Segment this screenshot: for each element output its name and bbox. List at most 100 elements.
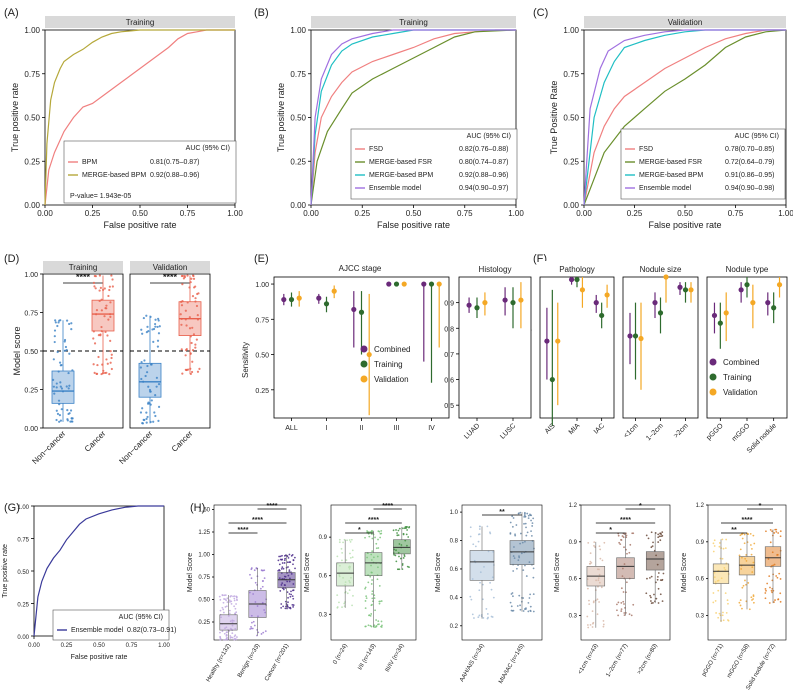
jitter-point	[249, 573, 251, 576]
legend-box	[350, 128, 518, 200]
jitter-point	[471, 613, 474, 616]
facet-strip	[311, 16, 516, 28]
jitter-point	[367, 581, 370, 584]
jitter-point	[94, 275, 97, 278]
legend-swatch	[360, 360, 368, 368]
jitter-point	[67, 371, 70, 375]
jitter-point	[470, 598, 473, 601]
jitter-point	[721, 557, 724, 560]
chart-title: AJCC stage	[339, 264, 382, 273]
jitter-point	[223, 594, 226, 597]
x-tick-label: Cancer	[83, 429, 108, 454]
jitter-point	[647, 537, 650, 540]
jitter-point	[290, 593, 293, 596]
jitter-point	[510, 605, 513, 608]
jitter-point	[661, 531, 664, 534]
jitter-point	[591, 610, 594, 613]
jitter-point	[260, 569, 263, 572]
y-tick-label: 0.00	[17, 635, 29, 641]
x-axis-label: False positive rate	[71, 654, 128, 661]
y-tick-label: 1.00	[17, 505, 29, 511]
jitter-point	[650, 596, 652, 599]
jitter-point	[277, 559, 280, 562]
y-tick-label: 0.6	[450, 567, 459, 573]
roc-curve-1	[44, 29, 235, 206]
jitter-point	[653, 593, 655, 596]
jitter-point	[192, 274, 195, 278]
jitter-point	[60, 363, 63, 367]
jitter-point	[262, 631, 265, 634]
jitter-point	[63, 340, 66, 343]
jitter-point	[219, 609, 222, 612]
jitter-point	[371, 550, 374, 553]
jitter-point	[402, 533, 405, 536]
y-tick-label: 0.3	[319, 612, 328, 618]
jitter-point	[348, 539, 351, 541]
jitter-point	[149, 363, 153, 366]
point	[765, 300, 771, 306]
jitter-point	[286, 591, 289, 594]
jitter-point	[769, 586, 771, 589]
jitter-point	[279, 555, 282, 558]
jitter-point	[52, 385, 55, 388]
box	[712, 563, 730, 584]
legend-label: Validation	[723, 388, 758, 397]
jitter-point	[516, 605, 519, 607]
y-tick-label: 0.9	[319, 535, 328, 541]
jitter-point	[724, 547, 727, 550]
jitter-point	[292, 559, 295, 561]
jitter-point	[625, 534, 628, 537]
jitter-point	[144, 374, 147, 378]
y-tick-label: 0.50	[198, 598, 210, 604]
legend-label: FSD	[369, 146, 383, 153]
jitter-point	[368, 614, 370, 617]
x-tick-label: >2cm	[673, 422, 690, 439]
jitter-point	[105, 304, 108, 307]
panel-label: (B)	[254, 7, 269, 19]
jitter-point	[336, 606, 339, 609]
y-tick-label: 0.00	[24, 426, 38, 433]
jitter-point	[745, 583, 747, 586]
jitter-point	[251, 627, 254, 630]
jitter-point	[223, 632, 226, 635]
panel-label: (H)	[190, 502, 205, 514]
jitter-point	[252, 620, 255, 623]
facet-strip	[45, 16, 235, 28]
jitter-point	[109, 301, 112, 304]
jitter-point	[348, 589, 351, 592]
significance-label: **	[499, 509, 505, 516]
jitter-point	[250, 625, 252, 628]
jitter-point	[527, 517, 530, 519]
jitter-point	[657, 587, 660, 590]
jitter-point	[107, 294, 110, 298]
facet-title: Nodule size	[640, 265, 682, 274]
jitter-point	[725, 611, 728, 614]
jitter-point	[228, 612, 231, 615]
jitter-point	[341, 559, 343, 562]
jitter-point	[371, 537, 374, 540]
jitter-point	[365, 595, 368, 598]
x-tick-label: 1–2cm	[645, 422, 665, 442]
jitter-point	[489, 532, 492, 535]
y-tick-label: 0.00	[290, 201, 306, 210]
jitter-point	[371, 579, 373, 581]
y-tick-label: 0.6	[569, 577, 578, 583]
jitter-point	[652, 541, 654, 544]
jitter-point	[98, 289, 101, 292]
jitter-point	[111, 278, 114, 281]
jitter-point	[370, 604, 373, 607]
point	[638, 335, 644, 342]
jitter-point	[184, 309, 187, 312]
jitter-point	[586, 615, 589, 618]
jitter-point	[140, 377, 143, 381]
y-tick-label: 0.25	[255, 388, 269, 395]
x-tick-label: mGGO (n=58)	[726, 643, 750, 679]
jitter-point	[108, 372, 111, 376]
point	[723, 310, 729, 316]
jitter-point	[53, 340, 56, 344]
jitter-point	[524, 515, 527, 518]
x-tick-label: 0.75	[180, 209, 196, 218]
jitter-point	[152, 420, 155, 423]
jitter-point	[532, 593, 535, 596]
jitter-point	[529, 610, 532, 613]
